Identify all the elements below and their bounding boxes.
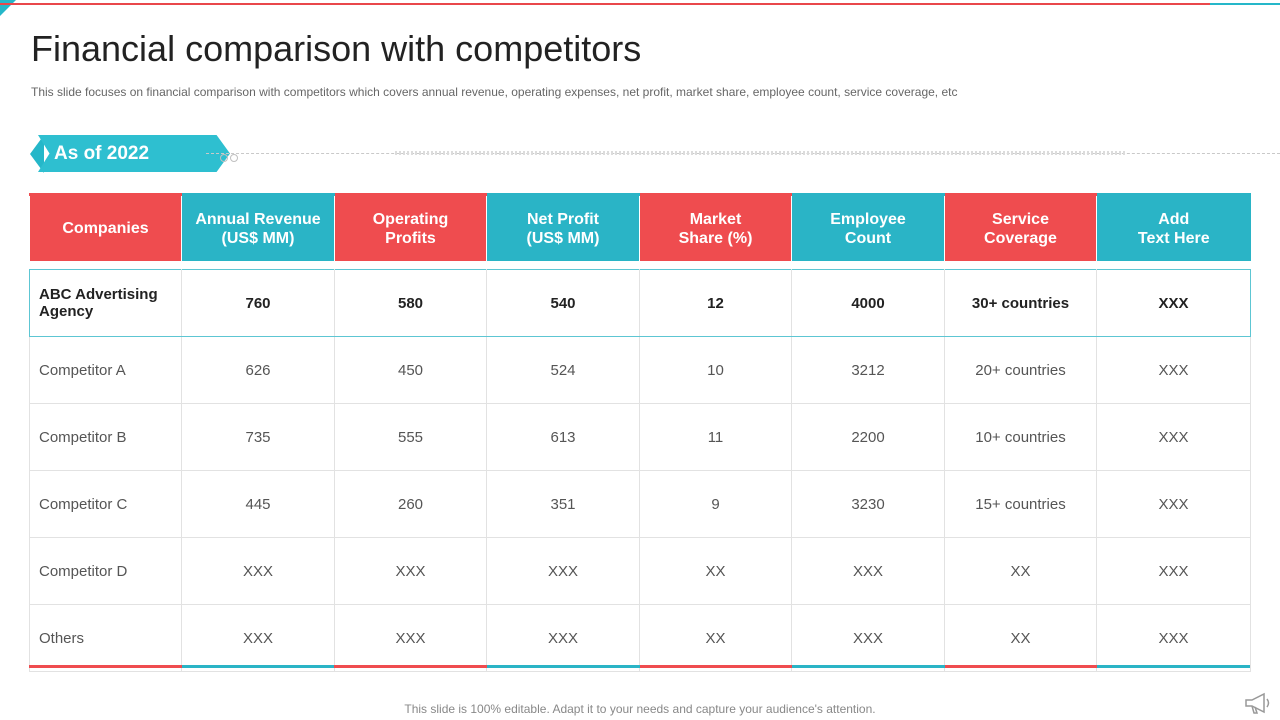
table-cell: 555 (334, 403, 487, 471)
table-cell: 760 (181, 269, 335, 337)
table-cell: 351 (486, 470, 640, 538)
table-cell: XXX (791, 537, 945, 605)
page-subtitle: This slide focuses on financial comparis… (31, 85, 958, 99)
table-cell: 30+ countries (944, 269, 1097, 337)
table-cell: XXX (1096, 336, 1251, 404)
table-row: Competitor D XXX XXX XXX XX XXX XX XXX (29, 537, 1251, 605)
header-cell: Annual Revenue (US$ MM) (181, 193, 335, 261)
table-cell: XXX (486, 604, 640, 672)
bottom-accent-segment (334, 665, 487, 668)
year-tag: As of 2022 (38, 135, 230, 172)
table-cell: 445 (181, 470, 335, 538)
table-row: Competitor B 735 555 613 11 2200 10+ countries… (29, 403, 1251, 471)
table-cell: 450 (334, 336, 487, 404)
table-cell: XXX (1096, 470, 1251, 538)
company-name-cell: Competitor A (29, 336, 182, 404)
table-row: Competitor C 445 260 351 9 3230 15+ countries X… (29, 470, 1251, 538)
table-cell: XX (944, 537, 1097, 605)
company-name-cell: Competitor B (29, 403, 182, 471)
table-cell: 3230 (791, 470, 945, 538)
table-cell: XXX (1096, 604, 1251, 672)
table-row: Competitor A 626 450 524 10 3212 20+ countries… (29, 336, 1251, 404)
table-cell: 20+ countries (944, 336, 1097, 404)
table-cell: XXX (486, 537, 640, 605)
table-cell: 12 (639, 269, 792, 337)
header-cell: Service Coverage (944, 193, 1097, 261)
header-cell: Add Text Here (1096, 193, 1251, 261)
table-cell: 10+ countries (944, 403, 1097, 471)
table-cell: 626 (181, 336, 335, 404)
bottom-accent-segment (29, 665, 182, 668)
header-cell: Net Profit (US$ MM) (486, 193, 640, 261)
header-cell: Employee Count (791, 193, 945, 261)
table-cell: 10 (639, 336, 792, 404)
table-cell: XXX (1096, 537, 1251, 605)
table-cell: XXX (181, 604, 335, 672)
table-cell: XXX (334, 604, 487, 672)
bottom-accent-segment (792, 665, 945, 668)
table-cell: 3212 (791, 336, 945, 404)
bottom-accent-segment (1097, 665, 1250, 668)
table-cell: 735 (181, 403, 335, 471)
comparison-table: Companies Annual Revenue (US$ MM) Operatin… (29, 193, 1251, 672)
table-cell: 580 (334, 269, 487, 337)
company-name-cell: Competitor C (29, 470, 182, 538)
table-cell: XX (639, 537, 792, 605)
company-name-cell: Others (29, 604, 182, 672)
table-row: ABC Advertising Agency 760 580 540 12 4000 30+… (29, 269, 1251, 337)
table-cell: XXX (334, 537, 487, 605)
table-cell: 2200 (791, 403, 945, 471)
top-accent-line (0, 3, 1210, 5)
table-cell: 4000 (791, 269, 945, 337)
header-cell: Operating Profits (334, 193, 487, 261)
bottom-accent-segment (639, 665, 793, 668)
divider-dots (220, 149, 246, 162)
header-cell: Market Share (%) (639, 193, 792, 261)
megaphone-icon (1245, 692, 1270, 714)
year-tag-row: As of 2022 (30, 135, 1280, 173)
table-cell: XXX (181, 537, 335, 605)
dotted-divider (395, 151, 1125, 155)
table-cell: 524 (486, 336, 640, 404)
bottom-accent-segment (181, 665, 335, 668)
top-accent-line-teal (1210, 3, 1280, 5)
company-name-cell: ABC Advertising Agency (29, 269, 182, 337)
table-cell: 613 (486, 403, 640, 471)
year-tag-label: As of 2022 (54, 143, 150, 164)
bottom-accent-segment (944, 665, 1098, 668)
table-cell: 11 (639, 403, 792, 471)
table-row: Others XXX XXX XXX XX XXX XX XXX (29, 604, 1251, 672)
table-cell: 260 (334, 470, 487, 538)
table-cell: XX (944, 604, 1097, 672)
table-cell: XXX (1096, 403, 1251, 471)
table-cell: XXX (1096, 269, 1251, 337)
bottom-accent-segment (486, 665, 640, 668)
company-name-cell: Competitor D (29, 537, 182, 605)
table-bottom-accent (29, 665, 1250, 668)
header-cell: Companies (29, 193, 182, 261)
footer-note: This slide is 100% editable. Adapt it to… (404, 702, 876, 716)
page-title: Financial comparison with competitors (31, 28, 642, 69)
table-cell: XX (639, 604, 792, 672)
table-cell: XXX (791, 604, 945, 672)
table-cell: 540 (486, 269, 640, 337)
table-cell: 9 (639, 470, 792, 538)
tag-arrow-left (30, 135, 44, 173)
table-header-row: Companies Annual Revenue (US$ MM) Operatin… (29, 193, 1251, 261)
table-cell: 15+ countries (944, 470, 1097, 538)
